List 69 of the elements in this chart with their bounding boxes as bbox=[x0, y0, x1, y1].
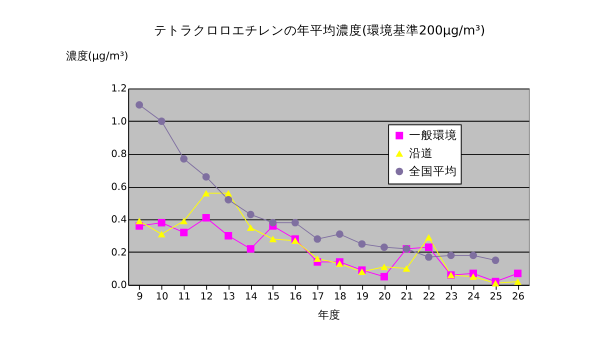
y-tick-label: 0.8 bbox=[111, 149, 127, 160]
chart-title: テトラクロロエチレンの年平均濃度(環境基準200μg/m³) bbox=[154, 22, 486, 38]
point bbox=[136, 218, 144, 224]
legend-label: 全国平均 bbox=[408, 164, 457, 178]
point bbox=[380, 272, 388, 280]
x-axis-title: 年度 bbox=[318, 308, 340, 322]
point bbox=[447, 252, 455, 260]
point bbox=[202, 190, 210, 196]
x-tick-label: 12 bbox=[200, 292, 213, 303]
point bbox=[246, 245, 254, 253]
y-tick-label: 0.2 bbox=[111, 247, 127, 258]
x-tick-label: 9 bbox=[136, 292, 143, 303]
x-tick-label: 26 bbox=[512, 292, 524, 303]
x-tick-label: 11 bbox=[178, 292, 191, 303]
point bbox=[246, 210, 254, 218]
x-tick-label: 16 bbox=[289, 292, 302, 303]
point bbox=[269, 236, 277, 242]
y-tick-label: 0.4 bbox=[111, 214, 127, 226]
point bbox=[158, 118, 166, 125]
point bbox=[424, 234, 432, 241]
x-tick-label: 20 bbox=[378, 292, 391, 303]
legend-label: 一般環境 bbox=[408, 128, 457, 142]
x-tick-label: 17 bbox=[312, 292, 324, 303]
point bbox=[424, 243, 432, 251]
point bbox=[424, 253, 432, 261]
point bbox=[380, 243, 388, 251]
point bbox=[470, 252, 477, 260]
point bbox=[492, 256, 500, 264]
point bbox=[224, 190, 232, 196]
x-tick-label: 18 bbox=[334, 292, 346, 303]
point bbox=[402, 265, 410, 272]
point bbox=[514, 270, 522, 278]
point bbox=[202, 214, 210, 222]
x-tick-label: 23 bbox=[445, 292, 458, 303]
y-tick-label: 0.0 bbox=[111, 280, 127, 291]
point bbox=[158, 218, 166, 226]
point bbox=[336, 230, 344, 238]
point bbox=[158, 230, 166, 238]
y-axis-title: 濃度(μg/m³) bbox=[66, 49, 128, 62]
point bbox=[358, 268, 366, 276]
x-tick-label: 25 bbox=[490, 292, 502, 303]
point bbox=[246, 224, 254, 231]
x-tick-label: 15 bbox=[267, 292, 280, 303]
point bbox=[180, 228, 188, 236]
x-tick-label: 19 bbox=[356, 292, 369, 303]
x-tick-label: 21 bbox=[400, 292, 414, 303]
legend-label: 沿道 bbox=[408, 146, 433, 160]
point bbox=[314, 235, 322, 243]
point bbox=[224, 232, 232, 240]
point bbox=[136, 101, 144, 109]
point bbox=[224, 196, 232, 204]
x-tick-label: 14 bbox=[244, 292, 258, 303]
point bbox=[470, 273, 477, 280]
y-tick-label: 1.0 bbox=[111, 116, 127, 128]
point bbox=[358, 240, 366, 248]
point bbox=[202, 173, 210, 181]
point bbox=[269, 218, 277, 226]
x-tick-label: 24 bbox=[467, 292, 480, 303]
x-tick-label: 13 bbox=[222, 292, 236, 303]
y-tick-label: 1.2 bbox=[111, 84, 127, 95]
point bbox=[514, 278, 522, 285]
x-tick-label: 22 bbox=[422, 292, 436, 303]
point bbox=[180, 218, 188, 224]
point bbox=[380, 264, 388, 270]
point bbox=[314, 255, 322, 262]
x-tick-label: 10 bbox=[156, 292, 168, 303]
point bbox=[291, 218, 299, 226]
y-tick-label: 0.6 bbox=[111, 182, 127, 193]
point bbox=[180, 155, 188, 163]
